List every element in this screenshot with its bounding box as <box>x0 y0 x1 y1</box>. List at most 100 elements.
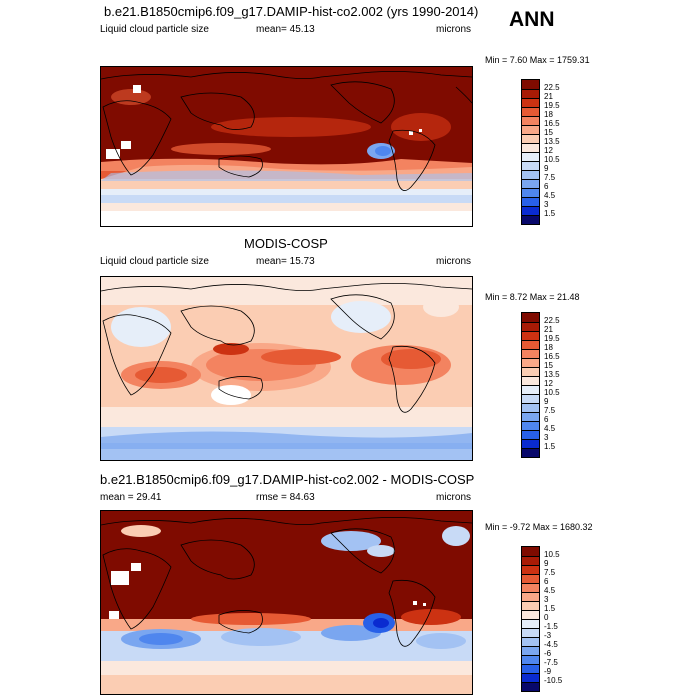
colorbar-swatch <box>522 646 539 655</box>
colorbar-tick-label: 9 <box>544 559 549 568</box>
colorbar-swatch <box>522 394 539 403</box>
colorbar-tick-label: -9 <box>544 667 552 676</box>
colorbar-swatch <box>522 161 539 170</box>
colorbar-swatch <box>522 421 539 430</box>
colorbar-swatch <box>522 592 539 601</box>
colorbar-tick-label: 16.5 <box>544 352 560 361</box>
colorbar-tick-label: 7.5 <box>544 173 556 182</box>
colorbar-swatch <box>522 412 539 421</box>
colorbar-swatch <box>522 80 539 89</box>
panel3-minmax: Min = -9.72 Max = 1680.32 <box>485 522 593 532</box>
colorbar-swatch <box>522 331 539 340</box>
colorbar-swatch <box>522 358 539 367</box>
colorbar-swatch <box>522 565 539 574</box>
colorbar-tick-label: 13.5 <box>544 137 560 146</box>
colorbar-swatch <box>522 125 539 134</box>
colorbar-swatch <box>522 637 539 646</box>
colorbar-swatch <box>522 197 539 206</box>
colorbar-tick-label: 4.5 <box>544 191 556 200</box>
colorbar-swatch <box>522 340 539 349</box>
colorbar-swatch <box>522 619 539 628</box>
panel2-units-label: microns <box>436 256 472 267</box>
colorbar-tick-label: 1.5 <box>544 209 556 218</box>
colorbar-tick-label: 1.5 <box>544 442 556 451</box>
colorbar-swatch <box>522 403 539 412</box>
colorbar-tick-label: 18 <box>544 343 553 352</box>
colorbar-tick-label: 10.5 <box>544 155 560 164</box>
colorbar-tick-label: 19.5 <box>544 334 560 343</box>
colorbar-tick-label: 6 <box>544 577 549 586</box>
colorbar-tick-label: 6 <box>544 182 549 191</box>
panel1-variable-label: Liquid cloud particle size <box>100 24 209 35</box>
colorbar-tick-label: 4.5 <box>544 424 556 433</box>
colorbar-tick-label: 3 <box>544 595 549 604</box>
colorbar-swatch <box>522 385 539 394</box>
colorbar-tick-label: 1.5 <box>544 604 556 613</box>
colorbar-tick-label: 21 <box>544 92 553 101</box>
colorbar-tick-label: 7.5 <box>544 568 556 577</box>
panel2-title: MODIS-COSP <box>244 236 328 251</box>
colorbar-tick-label: 21 <box>544 325 553 334</box>
colorbar-swatch <box>522 313 539 322</box>
colorbar-tick-label: -6 <box>544 649 552 658</box>
colorbar-swatch <box>522 655 539 664</box>
colorbar-swatch <box>522 98 539 107</box>
colorbar-swatch <box>522 170 539 179</box>
panel3-title: b.e21.B1850cmip6.f09_g17.DAMIP-hist-co2.… <box>100 472 475 487</box>
colorbar-tick-label: 9 <box>544 164 549 173</box>
colorbar-swatch <box>522 574 539 583</box>
colorbar-swatch <box>522 682 539 691</box>
colorbar-swatch <box>522 367 539 376</box>
panel1-mean-label: mean= 45.13 <box>256 24 315 35</box>
colorbar-swatch <box>522 628 539 637</box>
colorbar-swatch <box>522 143 539 152</box>
colorbar-swatch <box>522 179 539 188</box>
panel2-colorbar <box>521 312 540 458</box>
colorbar-swatch <box>522 430 539 439</box>
colorbar-swatch <box>522 206 539 215</box>
panel3-units-label: microns <box>436 492 472 503</box>
colorbar-tick-label: 15 <box>544 361 553 370</box>
colorbar-tick-label: 12 <box>544 379 553 388</box>
colorbar-tick-label: 0 <box>544 613 549 622</box>
panel2-variable-label: Liquid cloud particle size <box>100 256 209 267</box>
colorbar-tick-label: 3 <box>544 433 549 442</box>
colorbar-tick-label: 15 <box>544 128 553 137</box>
colorbar-swatch <box>522 152 539 161</box>
panel1-units-label: microns <box>436 24 472 35</box>
colorbar-swatch <box>522 376 539 385</box>
colorbar-tick-label: 7.5 <box>544 406 556 415</box>
colorbar-swatch <box>522 664 539 673</box>
panel1-title: b.e21.B1850cmip6.f09_g17.DAMIP-hist-co2.… <box>104 4 479 19</box>
colorbar-tick-label: 10.5 <box>544 388 560 397</box>
colorbar-tick-label: 9 <box>544 397 549 406</box>
colorbar-tick-label: 13.5 <box>544 370 560 379</box>
colorbar-tick-label: 3 <box>544 200 549 209</box>
colorbar-swatch <box>522 673 539 682</box>
colorbar-swatch <box>522 448 539 457</box>
colorbar-tick-label: 22.5 <box>544 316 560 325</box>
colorbar-swatch <box>522 349 539 358</box>
panel1-colorbar <box>521 79 540 225</box>
colorbar-tick-label: 10.5 <box>544 550 560 559</box>
colorbar-swatch <box>522 107 539 116</box>
panel3-mean-label: mean = 29.41 <box>100 492 162 503</box>
panel3-rmse-label: rmse = 84.63 <box>256 492 315 503</box>
colorbar-swatch <box>522 547 539 556</box>
season-label: ANN <box>509 8 555 31</box>
colorbar-swatch <box>522 322 539 331</box>
colorbar-swatch <box>522 134 539 143</box>
colorbar-swatch <box>522 188 539 197</box>
colorbar-tick-label: 19.5 <box>544 101 560 110</box>
colorbar-swatch <box>522 215 539 224</box>
panel2-minmax: Min = 8.72 Max = 21.48 <box>485 292 580 302</box>
colorbar-tick-label: 12 <box>544 146 553 155</box>
colorbar-tick-label: 18 <box>544 110 553 119</box>
colorbar-tick-label: -10.5 <box>544 676 563 685</box>
colorbar-tick-label: 16.5 <box>544 119 560 128</box>
panel1-minmax: Min = 7.60 Max = 1759.31 <box>485 55 590 65</box>
colorbar-tick-label: 22.5 <box>544 83 560 92</box>
colorbar-tick-label: -7.5 <box>544 658 558 667</box>
panel1-map <box>100 66 473 227</box>
colorbar-swatch <box>522 89 539 98</box>
